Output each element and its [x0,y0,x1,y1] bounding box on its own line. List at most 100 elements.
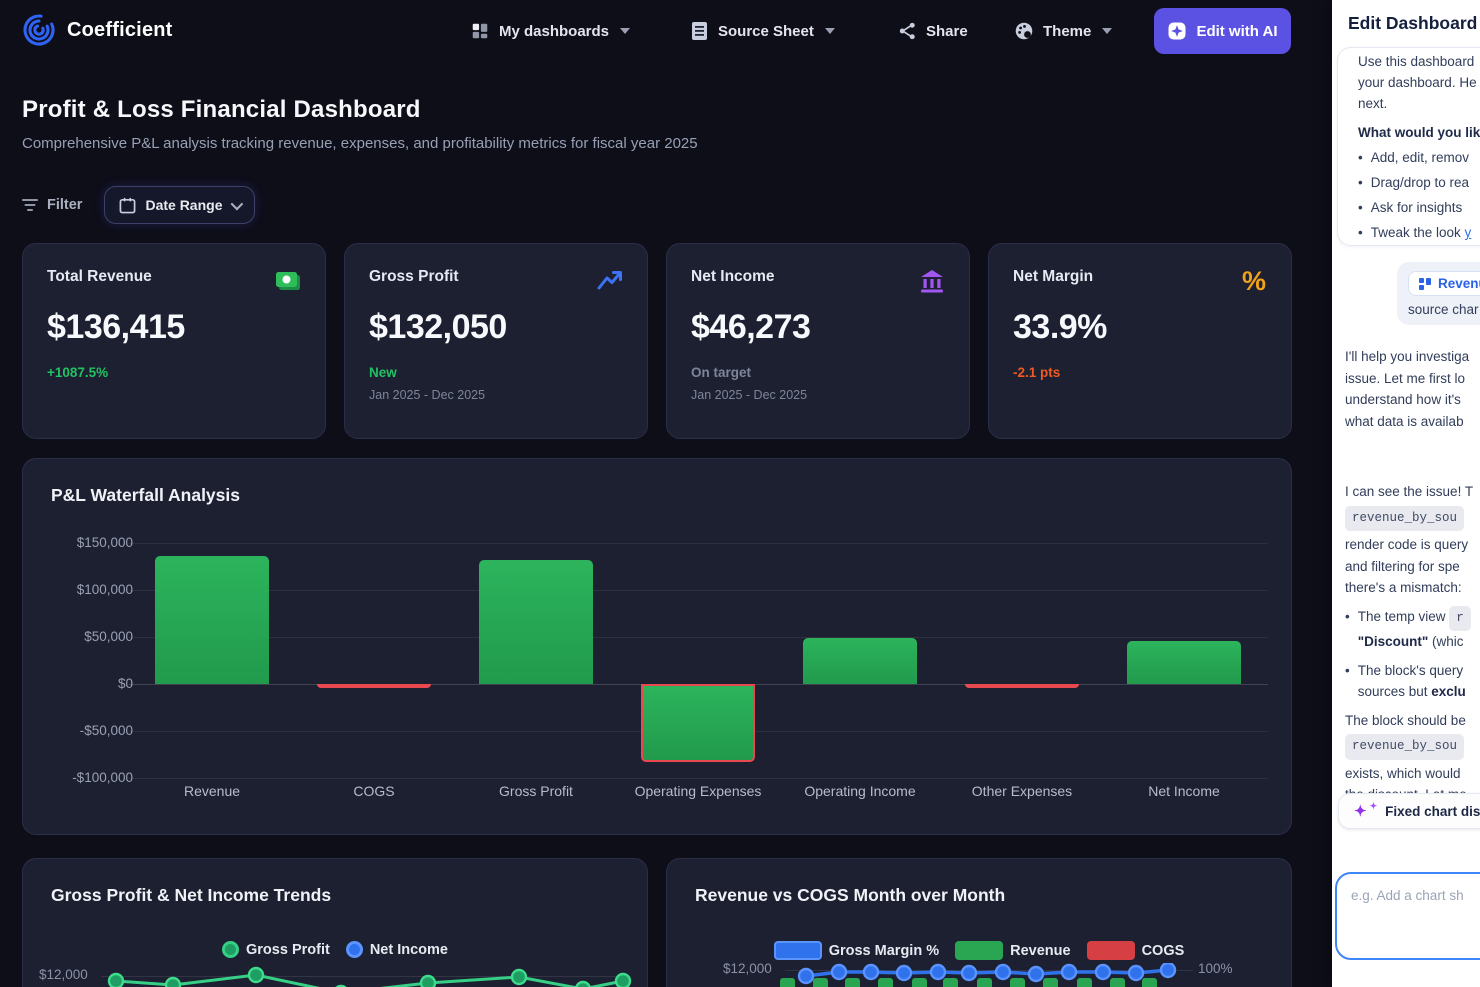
mom-right-ytick: 100% [1198,961,1233,976]
waterfall-bar [803,637,917,684]
mom-left-ytick: $12,000 [723,961,772,976]
waterfall-gridline [129,590,1268,591]
nav-theme[interactable]: Theme [1014,0,1113,62]
legend-item-net-income[interactable]: Net Income [345,941,448,958]
assistant-bullet: • The block's query sources but exclu [1345,662,1466,700]
intro-bullet: • Drag/drop to rea [1358,175,1470,190]
chart-chip-icon [1419,277,1431,290]
waterfall-ytick-label: -$100,000 [72,770,133,785]
kpi-value: $46,273 [691,308,811,346]
kpi-label: Net Income [691,268,775,285]
dashboards-grid-icon [472,23,488,39]
banknote-icon [273,266,303,296]
legend-item-cogs[interactable]: COGS [1086,941,1185,960]
kpi-value: 33.9% [1013,308,1107,346]
trend-up-icon [595,266,625,296]
intro-line: next. [1358,96,1388,111]
nav-my-dashboards-label: My dashboards [499,22,610,40]
waterfall-bar [155,555,269,684]
kpi-label: Net Margin [1013,268,1094,285]
kpi-value: $136,415 [47,308,185,346]
waterfall-plot: $150,000 $100,000 $50,000 $0 -$50,000 -$100,0… [23,459,1291,834]
ai-sparkle-badge-icon [1168,22,1186,40]
intro-bullet: • Tweak the look y [1358,225,1472,240]
inline-code: revenue_by_sou [1345,734,1465,760]
waterfall-ytick-label: -$50,000 [79,723,133,738]
nav-source-sheet-label: Source Sheet [718,22,814,40]
chevron-down-icon [231,197,244,210]
chat-input[interactable] [1335,872,1480,960]
chevron-down-icon [1102,28,1113,34]
intro-line: Use this dashboard [1358,54,1475,69]
chevron-down-icon [620,28,631,34]
waterfall-ytick-label: $150,000 [76,535,133,550]
nav-share[interactable]: Share [898,0,968,62]
trends-line-chart [107,966,632,987]
waterfall-ytick-label: $0 [117,676,133,691]
page-subtitle: Comprehensive P&L analysis tracking reve… [22,135,698,152]
brand-logo[interactable]: Coefficient [20,11,173,49]
gross-margin-line-chart [780,963,1177,987]
date-range-dropdown[interactable]: Date Range [104,186,256,224]
legend-label: COGS [1141,942,1185,959]
trends-panel: Gross Profit & Net Income Trends Gross P… [22,858,648,987]
waterfall-category-label: Gross Profit [499,783,573,799]
revenue-cogs-panel: Revenue vs COGS Month over Month Gross M… [666,858,1292,987]
revenue-cogs-title: Revenue vs COGS Month over Month [695,885,1006,905]
page-title: Profit & Loss Financial Dashboard [22,96,421,123]
palette-icon [1015,22,1033,40]
fixed-chart-action-chip[interactable]: ✦ ✦ Fixed chart dis [1338,793,1480,829]
share-icon [899,22,915,40]
nav-source-sheet[interactable]: Source Sheet [690,0,835,62]
nav-share-label: Share [926,22,968,40]
waterfall-gridline [129,543,1268,544]
intro-link[interactable]: y [1464,225,1472,240]
kpi-value: $132,050 [369,308,507,346]
percent-icon: % [1241,265,1266,296]
sparkles-icon: ✦ [1369,800,1378,811]
assistant-bullet: • The temp view r "Discount" (whic [1345,605,1480,653]
kpi-delta: New [369,365,397,380]
filter-toggle[interactable]: Filter [22,197,82,213]
filter-label: Filter [47,197,83,213]
edit-with-ai-label: Edit with AI [1196,22,1278,40]
waterfall-panel: P&L Waterfall Analysis $150,000 $100,000 $… [22,458,1292,835]
legend-item-gross-profit[interactable]: Gross Profit [222,941,330,958]
chevron-down-icon [824,28,835,34]
sparkles-icon: ✦ [1354,803,1367,820]
sidebar-title: Edit Dashboard [1348,13,1478,33]
intro-question: What would you lik [1358,125,1480,140]
waterfall-ytick-label: $100,000 [76,582,133,597]
sheet-document-icon [692,22,707,40]
trends-legend: Gross Profit Net Income [23,941,647,958]
user-message-text: source char [1408,302,1479,317]
bank-icon [917,266,947,296]
waterfall-category-label: Revenue [183,783,241,799]
brand-name: Coefficient [67,18,173,41]
edit-with-ai-button[interactable]: Edit with AI [1154,8,1291,54]
waterfall-title: P&L Waterfall Analysis [51,485,240,505]
chart-reference-chip[interactable]: Revenu [1408,271,1480,296]
waterfall-category-label: Operating Expenses [634,783,762,799]
waterfall-bar [1127,640,1241,684]
mom-gridline [785,970,1193,971]
waterfall-category-label: Net Income [1148,783,1220,799]
kpi-label: Gross Profit [369,268,459,285]
waterfall-bar [317,684,431,689]
legend-item-gross-margin[interactable]: Gross Margin % [773,941,939,960]
legend-item-revenue[interactable]: Revenue [955,941,1071,960]
revenue-swatch-icon [955,941,1004,960]
waterfall-ytick-label: $50,000 [84,629,133,644]
kpi-delta: On target [691,365,752,380]
waterfall-category-label: COGS [353,783,395,799]
filter-lines-icon [22,199,38,211]
legend-label: Net Income [369,941,448,958]
nav-my-dashboards[interactable]: My dashboards [470,0,631,62]
gross-profit-marker-icon [222,941,240,958]
edit-dashboard-sidebar: Edit Dashboard Use this dashboard your d… [1332,0,1480,987]
intro-line: your dashboard. He [1358,75,1477,90]
inline-code: revenue_by_sou [1345,505,1465,531]
trends-ytick: $12,000 [39,967,88,982]
coefficient-logo-icon [23,14,55,46]
